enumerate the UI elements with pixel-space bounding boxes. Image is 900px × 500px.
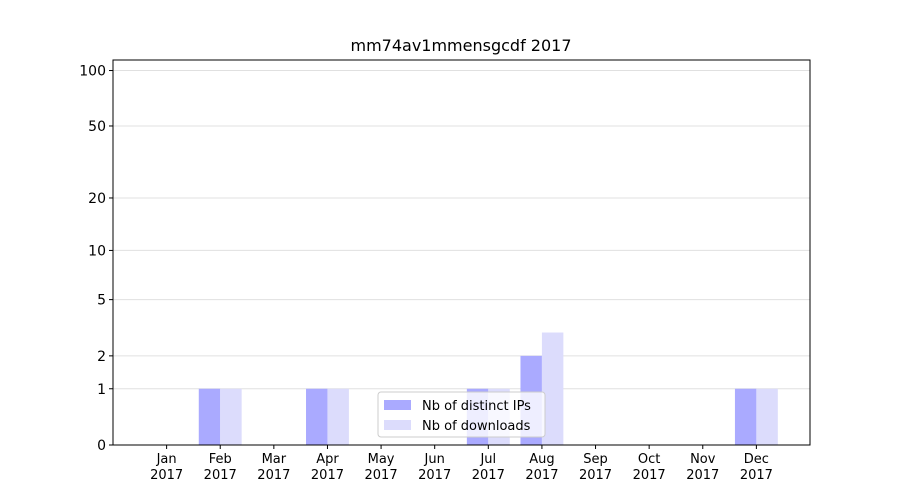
x-tick-label: Nov 2017 — [686, 452, 720, 483]
x-tick-label: Jun 2017 — [418, 452, 452, 483]
y-tick-label: 2 — [97, 349, 106, 365]
chart-title: mm74av1mmensgcdf 2017 — [350, 36, 571, 55]
bar — [327, 388, 349, 445]
x-tick-label: Apr 2017 — [310, 452, 344, 483]
bar — [220, 388, 242, 445]
x-tick-label: Sep 2017 — [578, 452, 613, 483]
x-tick-label: Feb 2017 — [203, 452, 237, 483]
y-tick-label: 5 — [97, 293, 106, 309]
legend-swatch — [384, 400, 411, 410]
plot-frame — [112, 59, 811, 446]
legend-label: Nb of downloads — [422, 419, 531, 434]
bar — [734, 388, 757, 445]
legend-label: Nb of distinct IPs — [422, 399, 531, 414]
bar — [756, 388, 778, 445]
y-tick-label: 0 — [97, 438, 106, 454]
x-tick-label: Aug 2017 — [525, 452, 559, 483]
y-tick-label: 50 — [88, 119, 106, 135]
y-tick-label: 20 — [88, 191, 106, 207]
y-tick-label: 10 — [88, 243, 106, 259]
legend: Nb of distinct IPs Nb of downloads — [377, 391, 546, 438]
x-tick-label: Mar 2017 — [257, 452, 291, 483]
x-tick-label: May 2017 — [364, 452, 398, 483]
y-tick-label: 100 — [79, 64, 106, 80]
bar — [306, 388, 328, 445]
y-tick-label: 1 — [97, 382, 106, 398]
legend-box — [377, 391, 546, 438]
x-tick-label: Jan 2017 — [150, 452, 184, 483]
x-tick-label: Oct 2017 — [632, 452, 666, 483]
x-tick-label: Jul 2017 — [471, 452, 505, 483]
bar — [198, 388, 221, 445]
x-tick-label: Dec 2017 — [739, 452, 773, 483]
legend-swatch — [384, 420, 411, 430]
bar — [541, 332, 564, 445]
